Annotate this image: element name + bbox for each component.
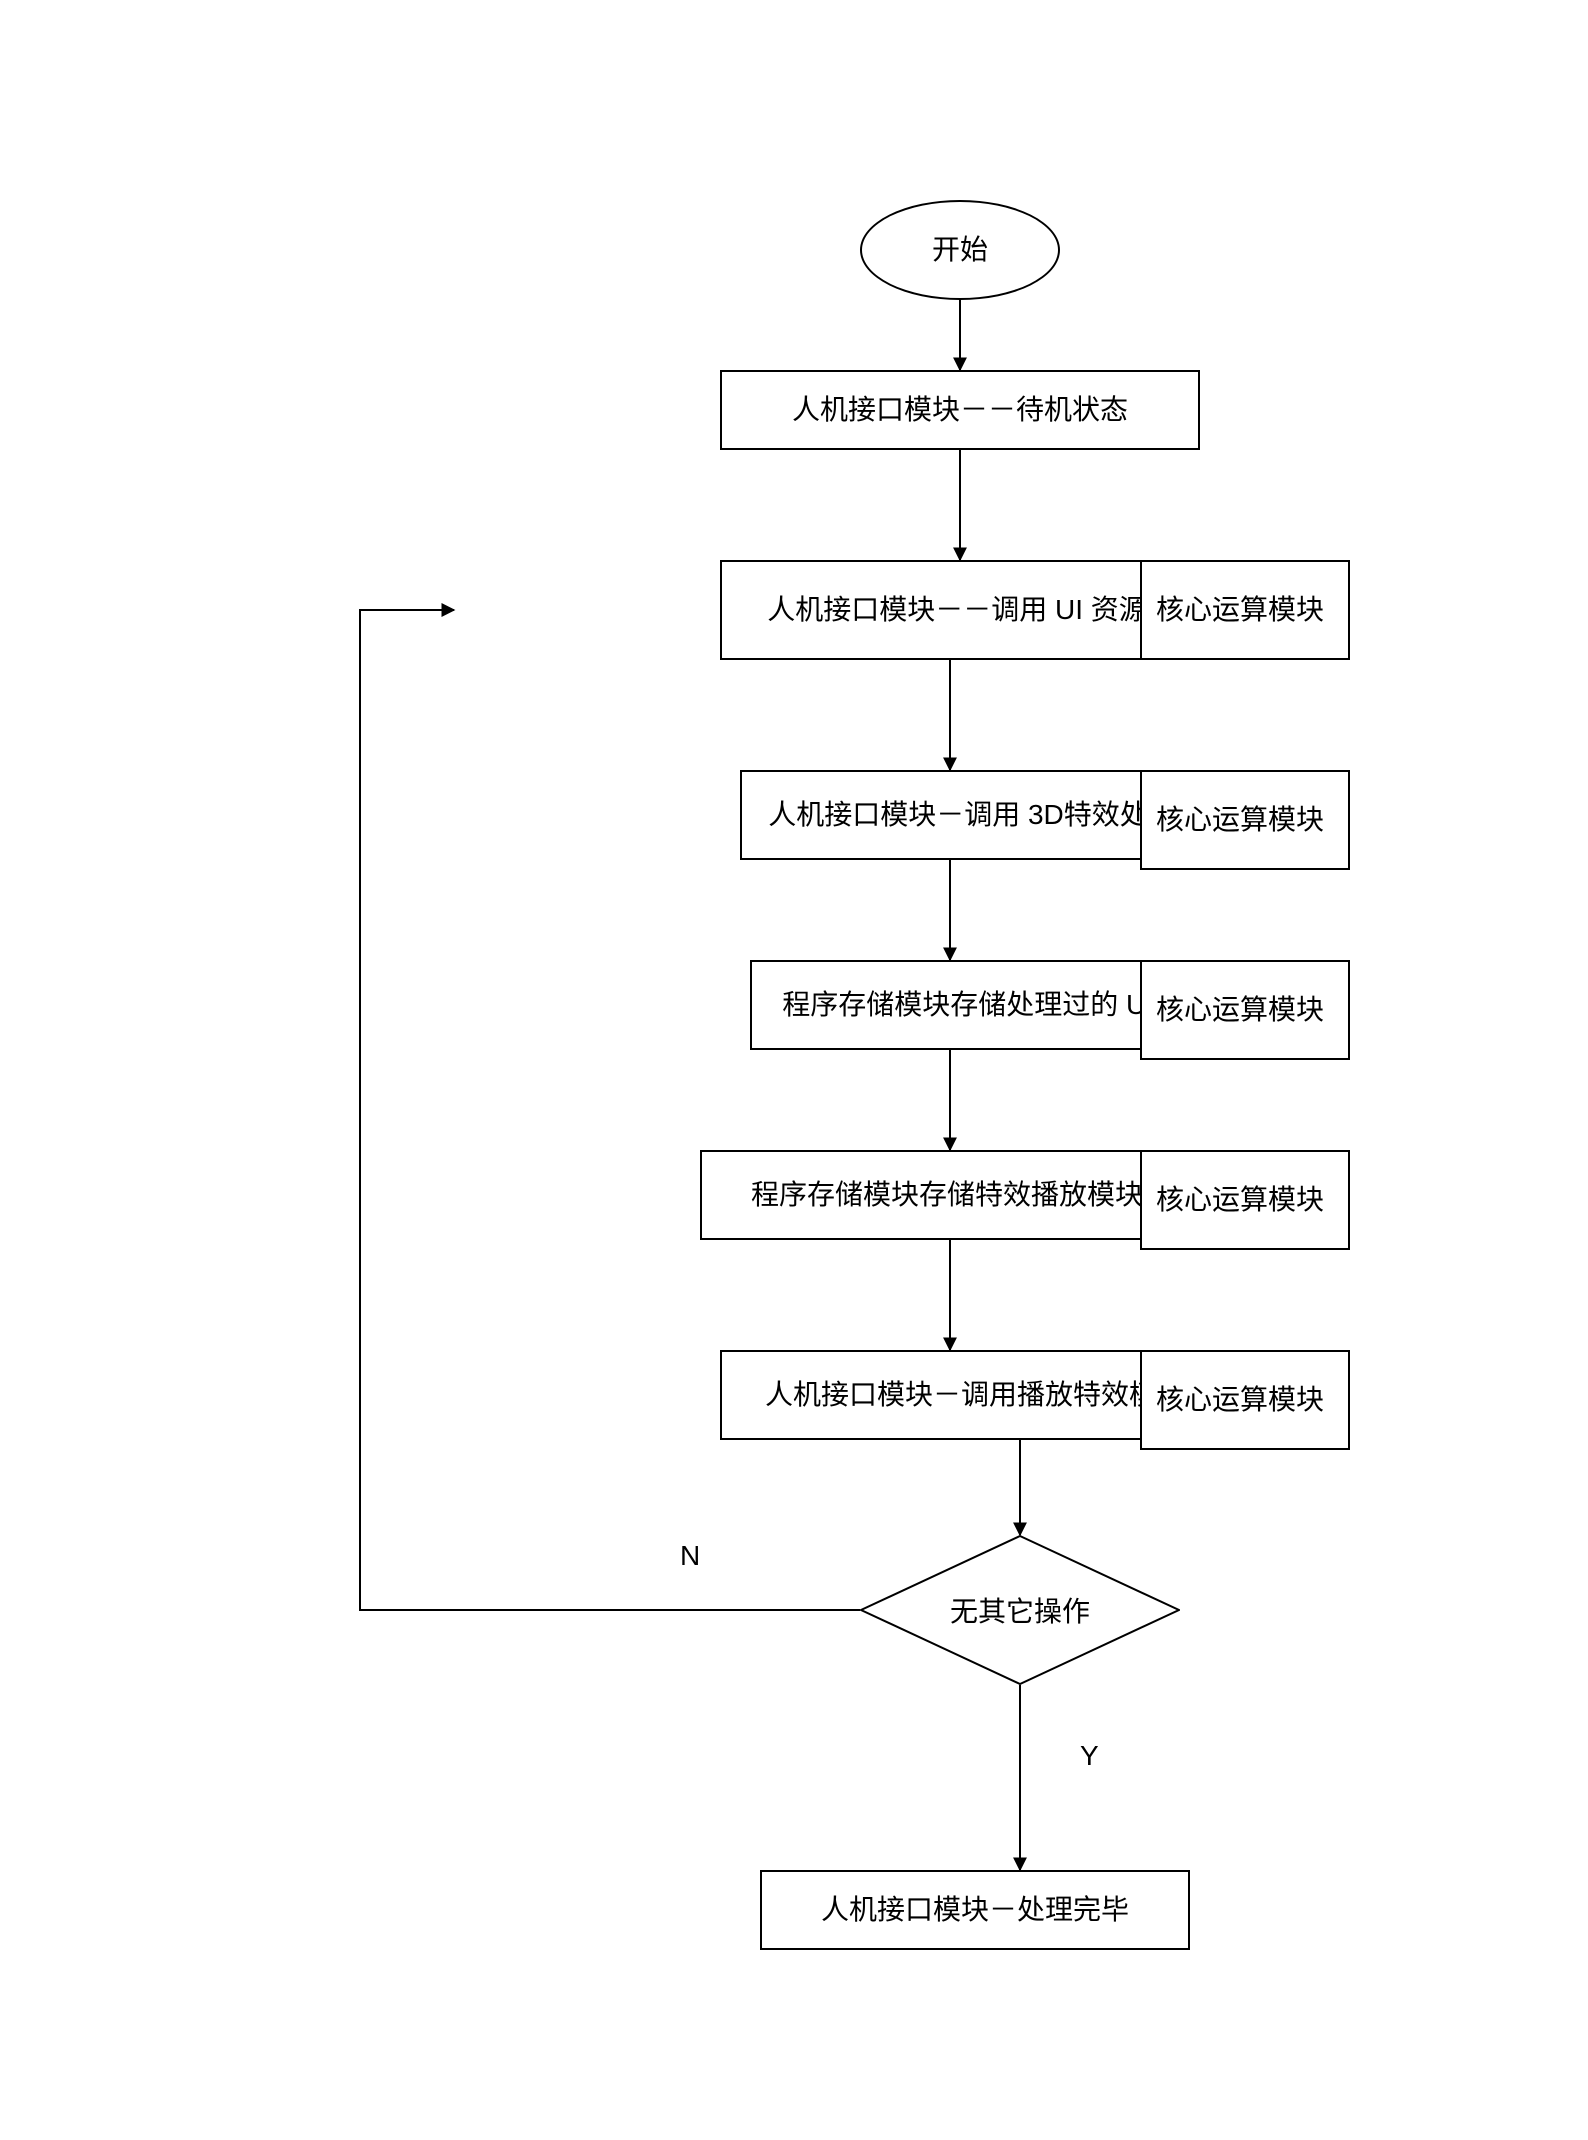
- node-s3: 核心运算模块: [1140, 770, 1350, 870]
- node-s5: 核心运算模块: [1140, 1150, 1350, 1250]
- node-s2: 核心运算模块: [1140, 560, 1350, 660]
- edge-label-N: N: [680, 1540, 700, 1572]
- node-s6: 核心运算模块: [1140, 1350, 1350, 1450]
- flowchart-canvas: YN开始人机接口模块－－待机状态人机接口模块－－调用 UI 资源模块人机接口模块…: [0, 0, 1588, 2140]
- node-s4: 核心运算模块: [1140, 960, 1350, 1060]
- edge-dec-n2: [360, 610, 860, 1610]
- node-dec: 无其它操作: [860, 1535, 1180, 1685]
- node-n7: 人机接口模块－处理完毕: [760, 1870, 1190, 1950]
- node-n1: 人机接口模块－－待机状态: [720, 370, 1200, 450]
- edge-label-Y: Y: [1080, 1740, 1099, 1772]
- node-label-dec: 无其它操作: [860, 1535, 1180, 1685]
- node-start: 开始: [860, 200, 1060, 300]
